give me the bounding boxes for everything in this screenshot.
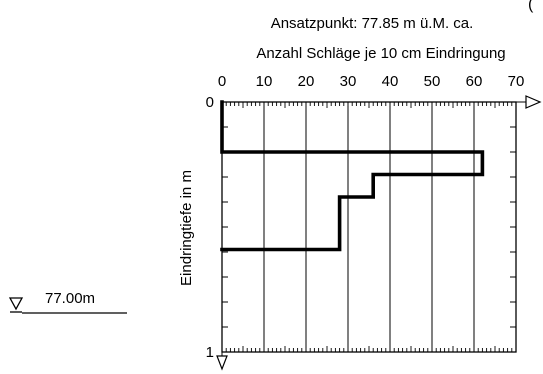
x-tick-label: 50 [424, 73, 441, 90]
x-tick-label: 60 [466, 73, 483, 90]
x-axis-arrow-icon [525, 95, 542, 109]
water-level-marker: 77.00m [8, 290, 127, 314]
y-axis-arrow-icon [216, 355, 228, 371]
x-tick-label: 30 [340, 73, 357, 90]
header-line: Ansatzpunkt: 77.85 m ü.M. ca. [271, 15, 474, 32]
x-axis-title: Anzahl Schläge je 10 cm Eindringung [256, 45, 505, 62]
blow-count-profile-line [220, 100, 485, 252]
x-tick-label: 70 [508, 73, 525, 90]
x-tick-label: 0 [218, 73, 226, 90]
x-axis-ticks: 0 10 20 30 40 50 60 70 [218, 73, 542, 352]
water-level-triangle-icon [8, 297, 24, 311]
corner-mark: ( [528, 0, 534, 13]
x-tick-label: 10 [256, 73, 273, 90]
x-tick-label: 40 [382, 73, 399, 90]
y-tick-label: 1 [206, 344, 214, 361]
plot-frame [221, 101, 517, 353]
series-group [220, 100, 485, 252]
y-axis-ticks: 01 [206, 94, 516, 371]
y-axis-title: Eindringtiefe in m [178, 170, 195, 286]
x-tick-label: 20 [298, 73, 315, 90]
grid-lines [263, 102, 475, 352]
water-level-label: 77.00m [45, 290, 95, 307]
plot-border [221, 101, 517, 353]
y-tick-label: 0 [206, 94, 214, 111]
